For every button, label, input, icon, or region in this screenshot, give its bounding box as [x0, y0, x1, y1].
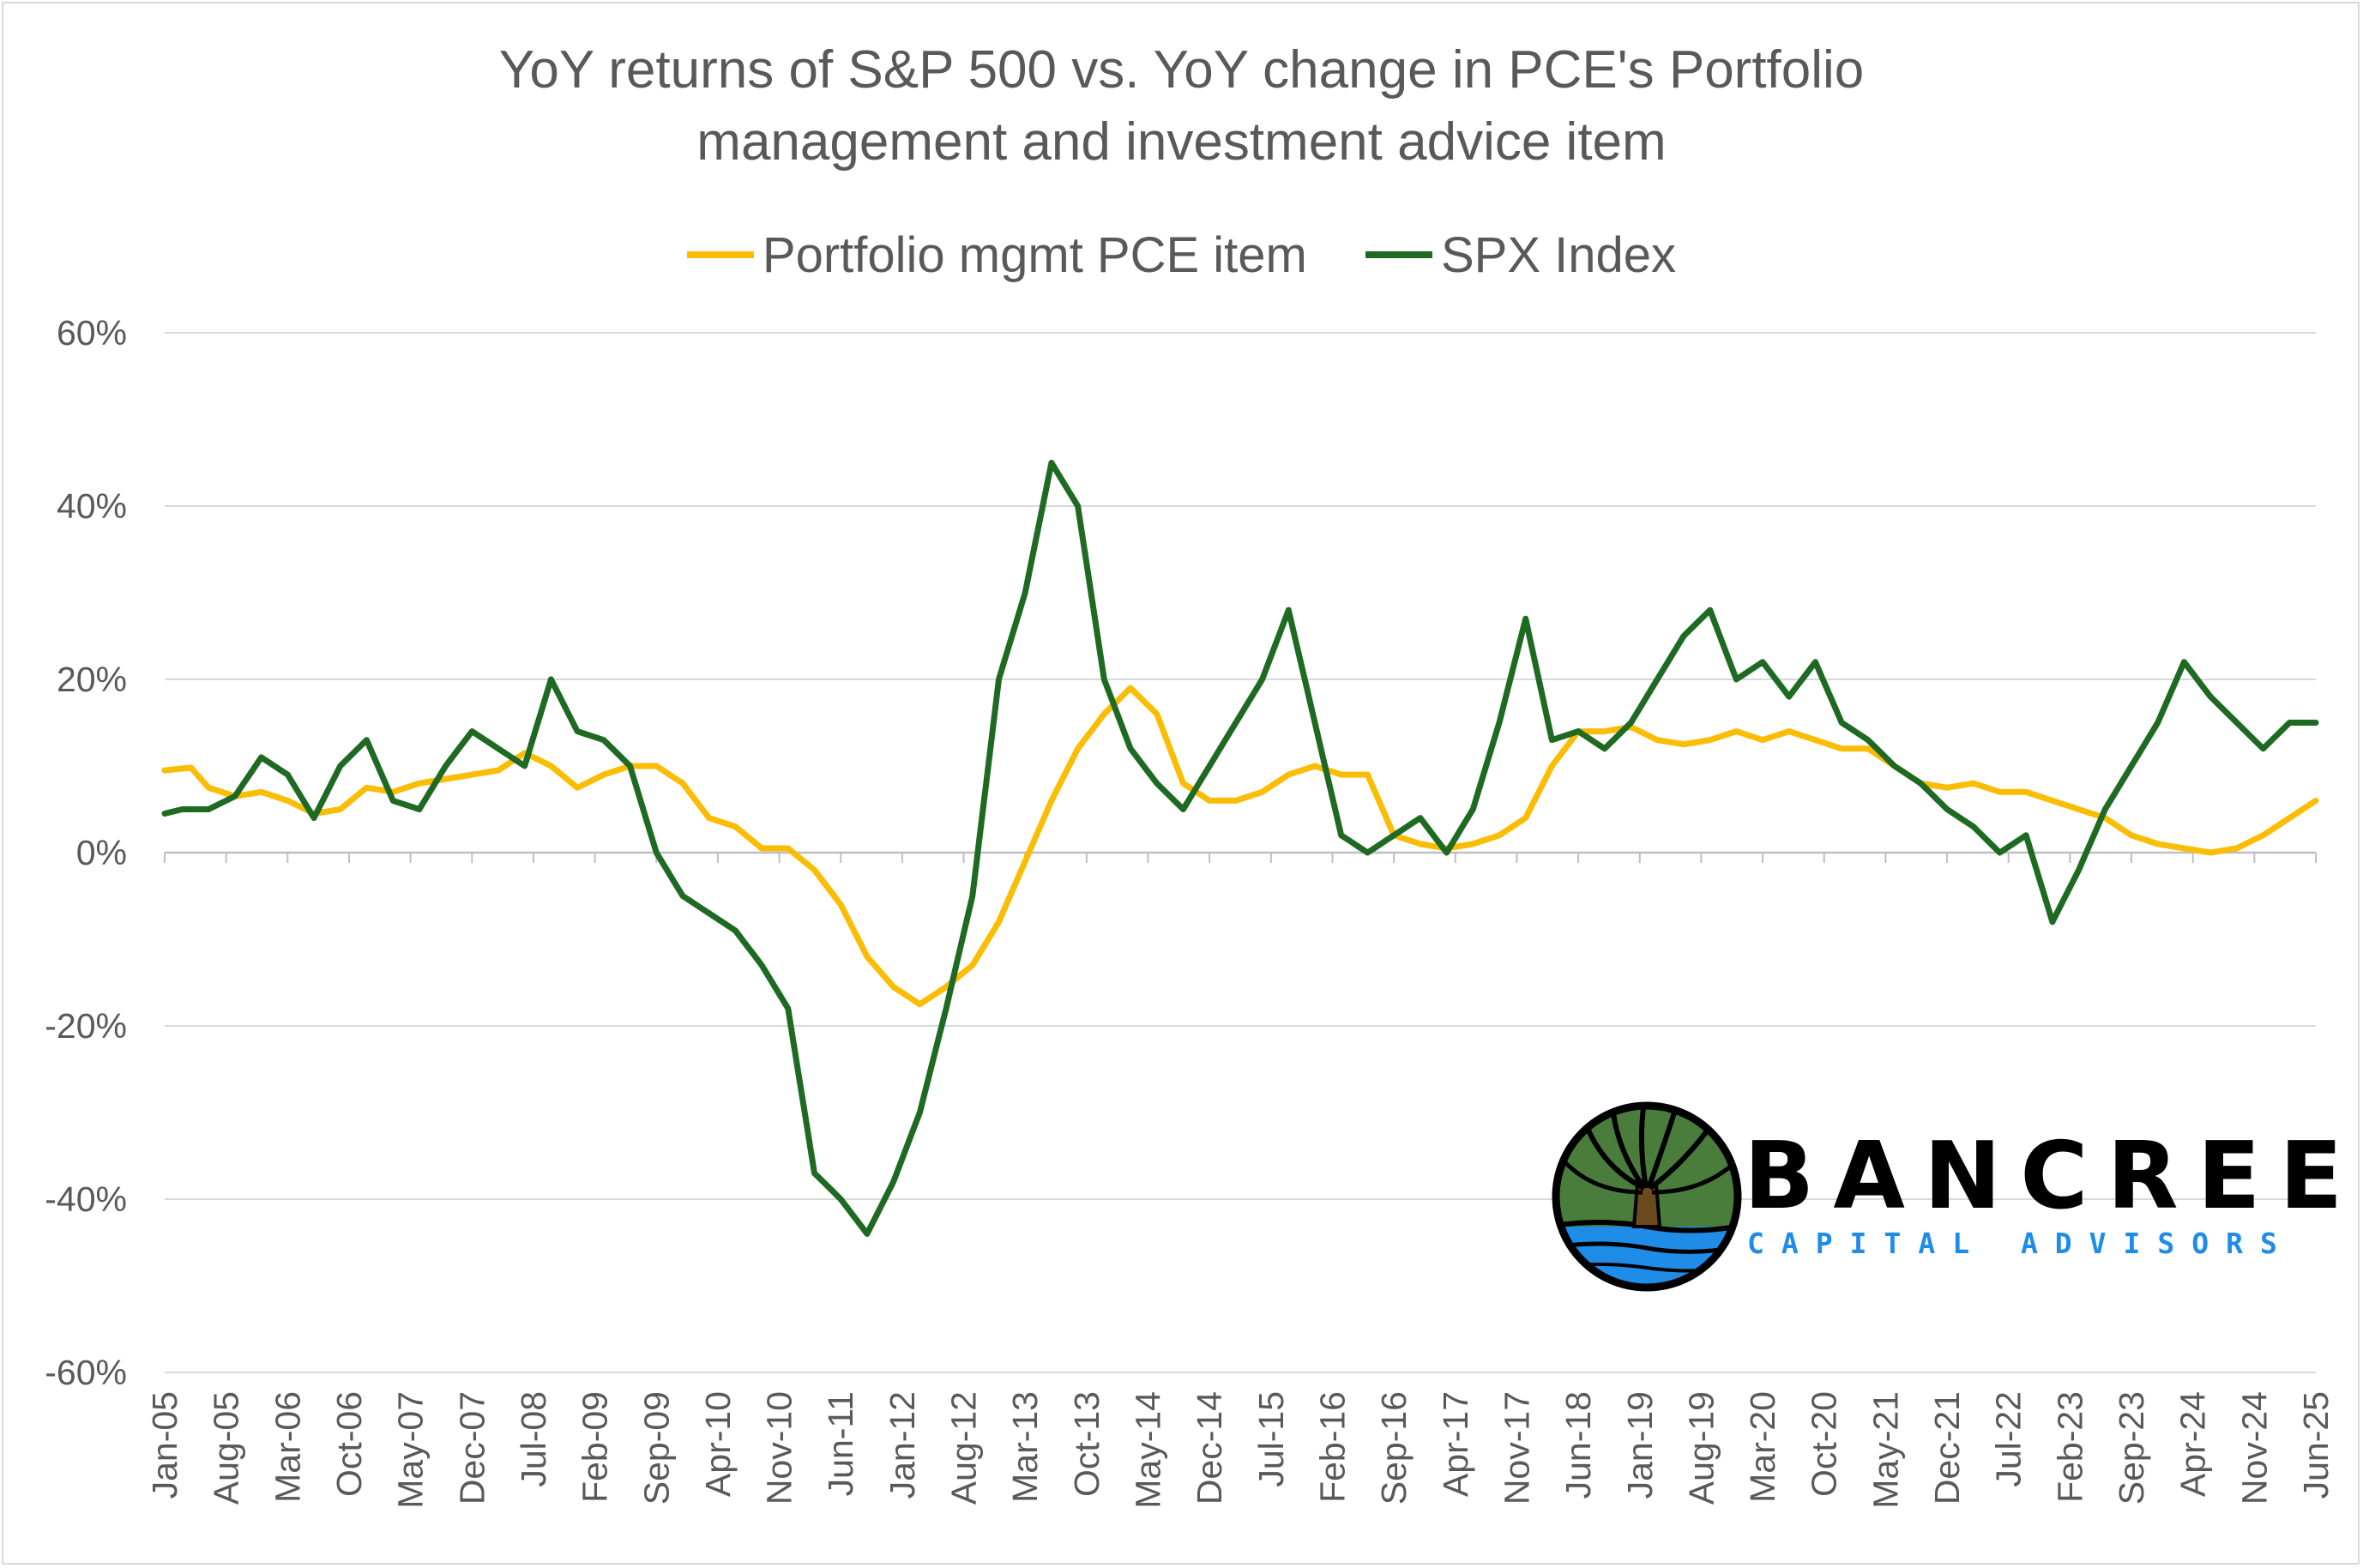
x-tick-label: Jan-12	[883, 1391, 922, 1499]
x-tick-label: Jun-18	[1558, 1391, 1598, 1499]
y-tick-label: 40%	[57, 486, 127, 526]
x-tick-label: Feb-23	[2050, 1391, 2089, 1503]
gridlines	[165, 332, 2316, 1373]
y-tick-label: -40%	[45, 1179, 127, 1219]
y-tick-label: 0%	[76, 833, 127, 872]
x-tick-label: Dec-07	[452, 1391, 491, 1505]
x-tick-label: Jul-22	[1989, 1391, 2028, 1487]
x-tick-label: Nov-17	[1497, 1391, 1536, 1505]
x-tick-label: Aug-12	[944, 1391, 984, 1505]
x-tick-label: Jun-11	[821, 1391, 860, 1496]
x-axis-labels: Jan-05 Aug-05 Mar-06 Oct-06 May-07 Dec-07 Jul-…	[145, 1391, 2336, 1509]
x-tick-label: Sep-09	[636, 1391, 676, 1505]
x-tick-label: May-07	[391, 1391, 431, 1509]
chart-title: YoY returns of S&P 500 vs. YoY change in…	[0, 34, 2363, 178]
x-tick-label: Jan-05	[145, 1391, 184, 1499]
brand-name: BANCREEK	[1744, 1123, 2363, 1230]
x-tick-label: Jan-19	[1620, 1391, 1660, 1499]
x-tick-label: Sep-16	[1374, 1391, 1414, 1505]
series-line-portfolio	[161, 684, 2319, 1008]
y-tick-label: -20%	[45, 1006, 127, 1046]
x-tick-label: Apr-24	[2173, 1391, 2213, 1497]
bancreek-logo: BANCREEK CAPITAL ADVISORS	[1548, 1098, 2363, 1295]
x-tick-label: Sep-23	[2112, 1391, 2151, 1505]
series-lines	[161, 460, 2319, 1237]
x-tick-label: Mar-06	[268, 1391, 307, 1503]
x-tick-label: Oct-20	[1805, 1391, 1844, 1497]
x-tick-label: Feb-09	[576, 1391, 615, 1503]
legend-swatch-spx	[1365, 251, 1432, 258]
x-axis	[164, 851, 2317, 863]
y-axis-labels: -60% -40% -20% 0% 20% 40% 60%	[45, 313, 127, 1392]
x-tick-label: May-21	[1866, 1391, 1905, 1509]
legend: Portfolio mgmt PCE item SPX Index	[0, 213, 2363, 284]
y-tick-label: 60%	[57, 313, 127, 353]
x-tick-label: Apr-10	[698, 1391, 738, 1497]
x-tick-label: Oct-13	[1067, 1391, 1106, 1497]
x-tick-label: Feb-16	[1312, 1391, 1352, 1503]
x-tick-label: Apr-17	[1436, 1391, 1475, 1497]
legend-label-portfolio: Portfolio mgmt PCE item	[762, 226, 1307, 283]
x-tick-label: Aug-05	[207, 1391, 246, 1505]
x-tick-label: Oct-06	[329, 1391, 369, 1497]
x-tick-label: Aug-19	[1681, 1391, 1721, 1505]
x-tick-label: Jun-25	[2296, 1391, 2336, 1499]
x-tick-label: Jul-15	[1251, 1391, 1291, 1487]
x-tick-label: Nov-24	[2234, 1391, 2274, 1505]
legend-swatch-portfolio	[686, 251, 754, 258]
x-tick-label: Dec-21	[1927, 1391, 1967, 1505]
y-tick-label: 20%	[57, 660, 127, 699]
legend-label-spx: SPX Index	[1441, 226, 1677, 283]
x-tick-label: May-14	[1129, 1391, 1168, 1509]
brand-subtitle: CAPITAL ADVISORS	[1747, 1227, 2294, 1260]
x-tick-label: Jul-08	[514, 1391, 553, 1487]
legend-item-spx: SPX Index	[1365, 226, 1676, 284]
chart-title-line-2: management and investment advice item	[696, 112, 1667, 172]
x-tick-label: Mar-13	[1005, 1391, 1045, 1503]
series-line-spx	[161, 460, 2319, 1237]
x-tick-label: Dec-14	[1190, 1391, 1229, 1505]
x-tick-label: Mar-20	[1743, 1391, 1782, 1503]
y-tick-label: -60%	[45, 1353, 127, 1392]
x-tick-label: Nov-10	[760, 1391, 799, 1505]
legend-item-portfolio: Portfolio mgmt PCE item	[686, 226, 1307, 284]
chart-title-line-1: YoY returns of S&P 500 vs. YoY change in…	[498, 40, 1865, 100]
tree-logo-icon	[1552, 1101, 1742, 1292]
